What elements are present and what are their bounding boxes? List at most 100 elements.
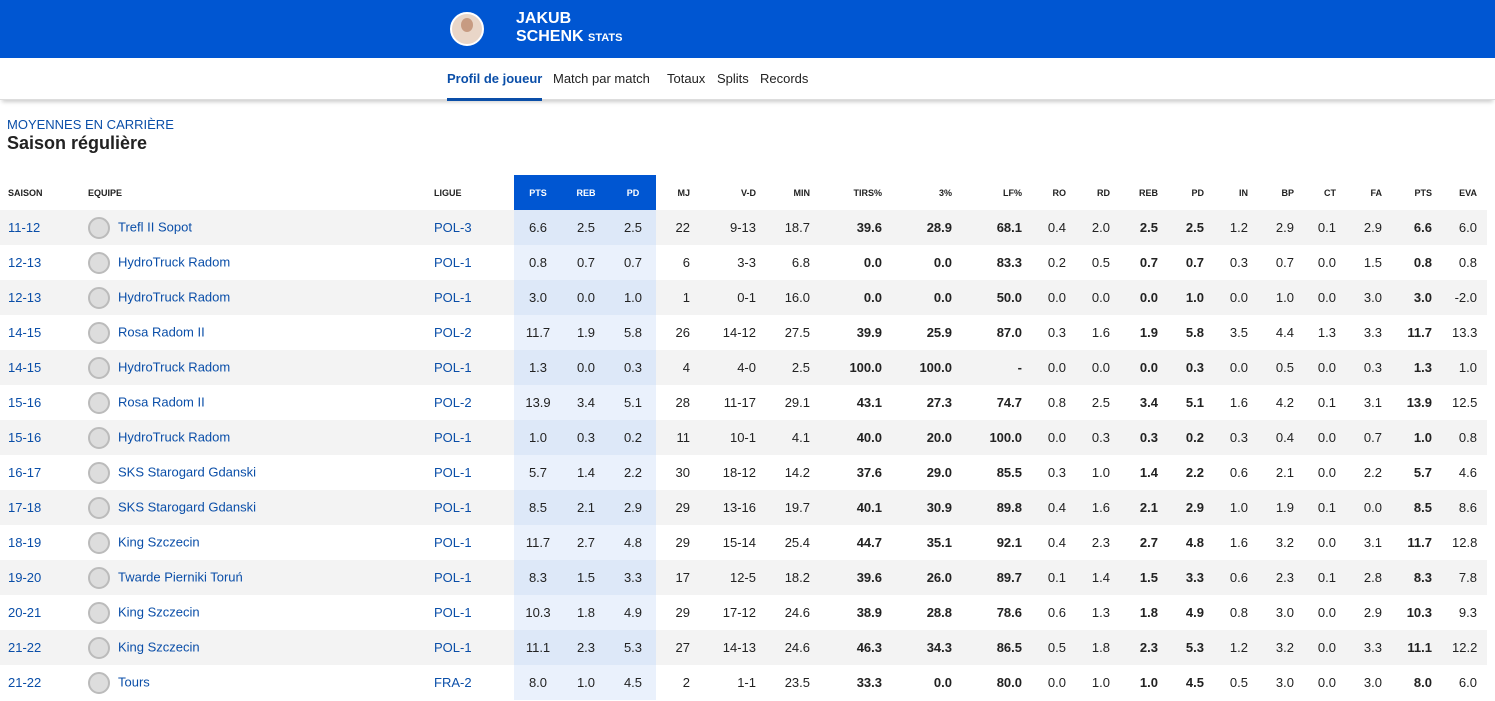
stat-cell: 4.2 bbox=[1275, 395, 1294, 410]
team-link[interactable]: Rosa Radom II bbox=[118, 393, 205, 409]
stat-cell: 10-1 bbox=[700, 420, 766, 455]
stat-cell: 0.0 bbox=[1032, 350, 1076, 385]
stat-cell: 29.0 bbox=[926, 465, 952, 480]
stat-cell: 78.6 bbox=[996, 605, 1022, 620]
column-header: V-D bbox=[740, 187, 756, 198]
table-row: 20-21 King Szczecin POL-1 10.3 1.8 4.9 29 17-12… bbox=[0, 595, 1487, 630]
team-link[interactable]: King Szczecin bbox=[118, 638, 200, 654]
league-link[interactable]: POL-2 bbox=[434, 325, 472, 340]
season-link[interactable]: 21-22 bbox=[0, 630, 80, 665]
stat-cell: 28.9 bbox=[892, 210, 962, 245]
season-link[interactable]: 11-12 bbox=[0, 210, 80, 245]
league-link[interactable]: POL-1 bbox=[434, 465, 472, 480]
stat-cell: 8.3 bbox=[1392, 560, 1442, 595]
stat-cell: 3.3 bbox=[1363, 325, 1382, 340]
team-link[interactable]: King Szczecin bbox=[118, 533, 200, 549]
stat-cell: 34.3 bbox=[892, 630, 962, 665]
team-link[interactable]: HydroTruck Radom bbox=[118, 428, 231, 444]
stat-cell: 13-16 bbox=[700, 490, 766, 525]
tab[interactable]: Match par match bbox=[553, 71, 650, 86]
stat-cell: 0.3 bbox=[1168, 350, 1214, 385]
season-link[interactable]: 17-18 bbox=[0, 490, 80, 525]
stat-cell: 1.8 bbox=[562, 595, 610, 630]
league-link[interactable]: POL-1 bbox=[426, 350, 514, 385]
stat-cell: 2.7 bbox=[562, 525, 610, 560]
stat-cell: 1 bbox=[656, 280, 700, 315]
league-link[interactable]: POL-1 bbox=[426, 420, 514, 455]
team-link[interactable]: SKS Starogard Gdanski bbox=[118, 463, 257, 479]
stat-cell: 0.0 bbox=[1304, 420, 1346, 455]
team-link[interactable]: HydroTruck Radom bbox=[118, 253, 231, 269]
team-link[interactable]: Twarde Pierniki Toruń bbox=[118, 568, 243, 584]
league-link[interactable]: POL-1 bbox=[426, 560, 514, 595]
tab[interactable]: Totaux bbox=[667, 71, 706, 86]
league-link[interactable]: POL-3 bbox=[426, 210, 514, 245]
team-link[interactable]: SKS Starogard Gdanski bbox=[118, 498, 257, 514]
column-header: LIGUE bbox=[434, 187, 462, 198]
season-link[interactable]: 12-13 bbox=[0, 280, 80, 315]
league-link[interactable]: POL-1 bbox=[426, 630, 514, 665]
stat-cell: 6.6 bbox=[514, 210, 562, 245]
stat-cell: 3.1 bbox=[1363, 535, 1382, 550]
league-link[interactable]: POL-1 bbox=[426, 280, 514, 315]
season-link[interactable]: 14-15 bbox=[8, 325, 42, 340]
stat-cell: 2.3 bbox=[1091, 535, 1110, 550]
season-link[interactable]: 19-20 bbox=[0, 560, 80, 595]
stat-cell: 2.3 bbox=[1120, 630, 1168, 665]
league-link[interactable]: POL-2 bbox=[434, 395, 472, 410]
column-header: PTS bbox=[514, 175, 562, 210]
stat-cell: 4.5 bbox=[1185, 675, 1204, 690]
league-link[interactable]: POL-1 bbox=[434, 605, 472, 620]
stat-cell: 0.0 bbox=[562, 350, 610, 385]
stat-cell: 39.6 bbox=[820, 560, 892, 595]
stat-cell: 1.8 bbox=[1076, 630, 1120, 665]
season-link[interactable]: 12-13 bbox=[8, 255, 42, 270]
stat-cell: 3.2 bbox=[1275, 535, 1294, 550]
stat-cell: 0.0 bbox=[1304, 630, 1346, 665]
league-link[interactable]: FRA-2 bbox=[434, 675, 472, 690]
season-link[interactable]: 16-17 bbox=[8, 465, 42, 480]
team-link[interactable]: HydroTruck Radom bbox=[118, 288, 231, 304]
stat-cell: 2.3 bbox=[562, 630, 610, 665]
stat-cell: 29.1 bbox=[784, 395, 810, 410]
stat-cell: 3-3 bbox=[737, 255, 756, 270]
team-cell: King Szczecin bbox=[80, 595, 426, 630]
season-link[interactable]: 15-16 bbox=[0, 420, 80, 455]
section-title: Saison régulière bbox=[7, 133, 148, 153]
stat-cell: 3.1 bbox=[1363, 395, 1382, 410]
league-link[interactable]: POL-1 bbox=[434, 255, 472, 270]
tab[interactable]: Splits bbox=[717, 71, 749, 86]
stat-cell: 3.0 bbox=[1392, 280, 1442, 315]
tab[interactable]: Records bbox=[760, 71, 809, 86]
stat-cell: 4.6 bbox=[1458, 465, 1477, 480]
stat-cell: 0.8 bbox=[514, 245, 562, 280]
table-row: 19-20 Twarde Pierniki Toruń POL-1 8.3 1.5 3.3… bbox=[0, 560, 1487, 595]
stat-cell: 13.9 bbox=[1406, 395, 1432, 410]
team-link[interactable]: Rosa Radom II bbox=[118, 323, 205, 339]
tab[interactable]: Profil de joueur bbox=[447, 71, 543, 101]
stat-cell: 0.2 bbox=[610, 420, 656, 455]
stat-cell: 0.0 bbox=[1076, 350, 1120, 385]
team-link[interactable]: Trefl II Sopot bbox=[118, 218, 192, 234]
stat-cell: 2.3 bbox=[1258, 560, 1304, 595]
season-link[interactable]: 14-15 bbox=[0, 350, 80, 385]
season-link[interactable]: 21-22 bbox=[8, 675, 42, 690]
league-link[interactable]: POL-1 bbox=[426, 490, 514, 525]
season-link[interactable]: 18-19 bbox=[8, 535, 42, 550]
league-link[interactable]: POL-1 bbox=[434, 535, 472, 550]
table-row: 14-15 HydroTruck Radom POL-1 1.3 0.0 0.3 4 4-0 2… bbox=[0, 350, 1487, 385]
team-link[interactable]: King Szczecin bbox=[118, 603, 200, 619]
stat-cell: 0.0 bbox=[1317, 675, 1336, 690]
stat-cell: 3.2 bbox=[1258, 630, 1304, 665]
season-link[interactable]: 20-21 bbox=[8, 605, 42, 620]
stat-cell: 35.1 bbox=[926, 535, 952, 550]
stat-cell: 10.3 bbox=[514, 595, 562, 630]
team-link[interactable]: HydroTruck Radom bbox=[118, 358, 231, 374]
team-logo bbox=[88, 531, 110, 554]
stat-cell: 0.3 bbox=[1076, 420, 1120, 455]
stat-cell: 1.0 bbox=[1442, 350, 1487, 385]
team-link[interactable]: Tours bbox=[118, 673, 150, 689]
season-link[interactable]: 15-16 bbox=[8, 395, 42, 410]
stat-cell: 18.2 bbox=[766, 560, 820, 595]
